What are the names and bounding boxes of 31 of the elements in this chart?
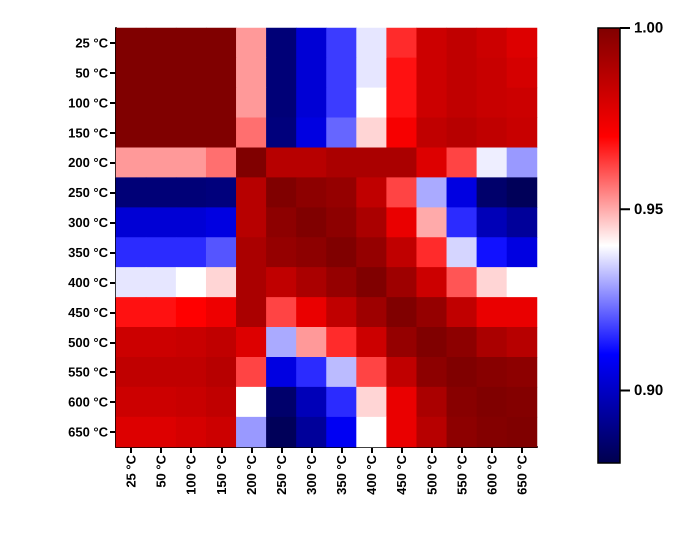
y-tick-label: 250 °C [68,185,109,200]
y-tick-label: 600 °C [68,394,109,410]
x-tick-label: 25 °C [124,454,139,488]
x-tick-label: 50 °C [154,454,169,488]
y-tick-label: 650 °C [68,424,109,440]
y-tick-label: 350 °C [68,244,109,260]
color-bar-label: 0.95 [634,200,664,218]
x-tick-label: 150 °C [214,454,229,495]
y-tick-label: 300 °C [68,215,109,230]
x-tick-label: 550 °C [454,454,470,495]
x-tick-label: 200 °C [244,454,259,495]
x-tick-label: 250 °C [274,454,289,495]
x-tick-label: 350 °C [334,454,350,495]
y-tick-label: 200 °C [68,155,109,170]
x-tick-label: 300 °C [304,454,319,495]
y-tick-label: 400 °C [68,274,109,290]
x-tick-label: 100 °C [184,454,199,495]
color-bar-label: 0.90 [634,382,664,399]
y-tick-label: 50 °C [75,65,109,80]
x-tick-label: 600 °C [484,454,500,495]
y-tick-label: 500 °C [68,334,109,350]
x-tick-label: 500 °C [424,454,440,495]
y-tick-label: 25 °C [75,35,109,50]
y-tick-label: 450 °C [68,304,109,320]
y-tick-label: 100 °C [68,95,109,110]
y-tick-label: 150 °C [68,125,109,140]
x-tick-label: 400 °C [364,454,380,495]
x-tick-label: 650 °C [514,454,530,495]
x-tick-label: 450 °C [394,454,410,495]
y-tick-label: 550 °C [68,364,109,380]
color-bar-label: 1.00 [634,20,664,36]
